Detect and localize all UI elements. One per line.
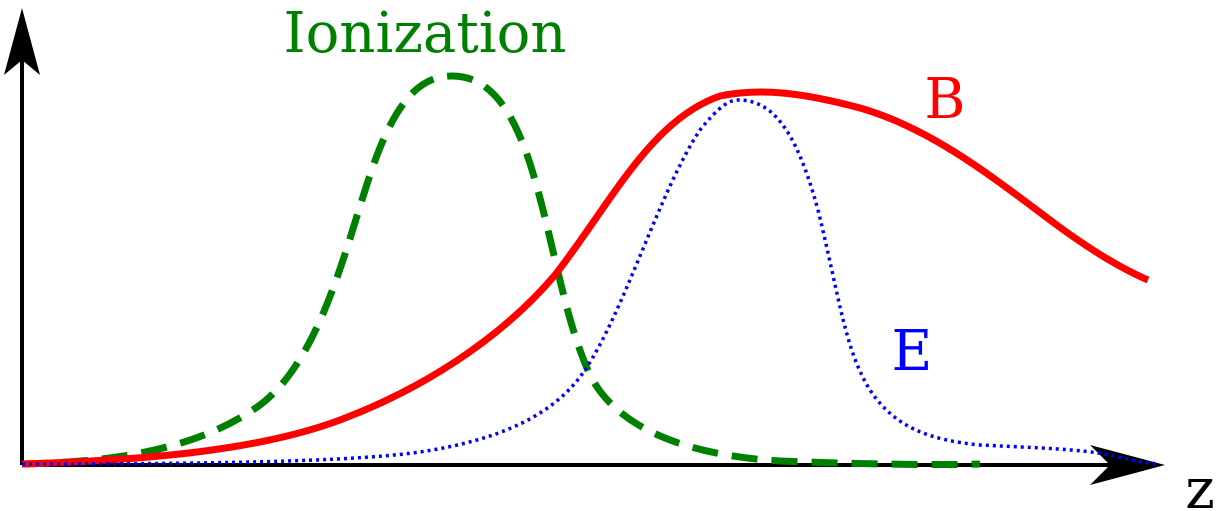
y-axis-arrowhead [4, 8, 40, 75]
z-axis-arrowhead [1090, 445, 1165, 485]
z-axis-label: z [1185, 457, 1215, 511]
e-field-label: E [892, 319, 933, 384]
ionization-curve [21, 72, 981, 469]
e-field-curve [21, 98, 1159, 466]
axes [4, 8, 1165, 485]
b-field-label: B [924, 67, 965, 132]
b-field-curve [21, 88, 1150, 468]
ionization-label: Ionization [284, 1, 567, 66]
